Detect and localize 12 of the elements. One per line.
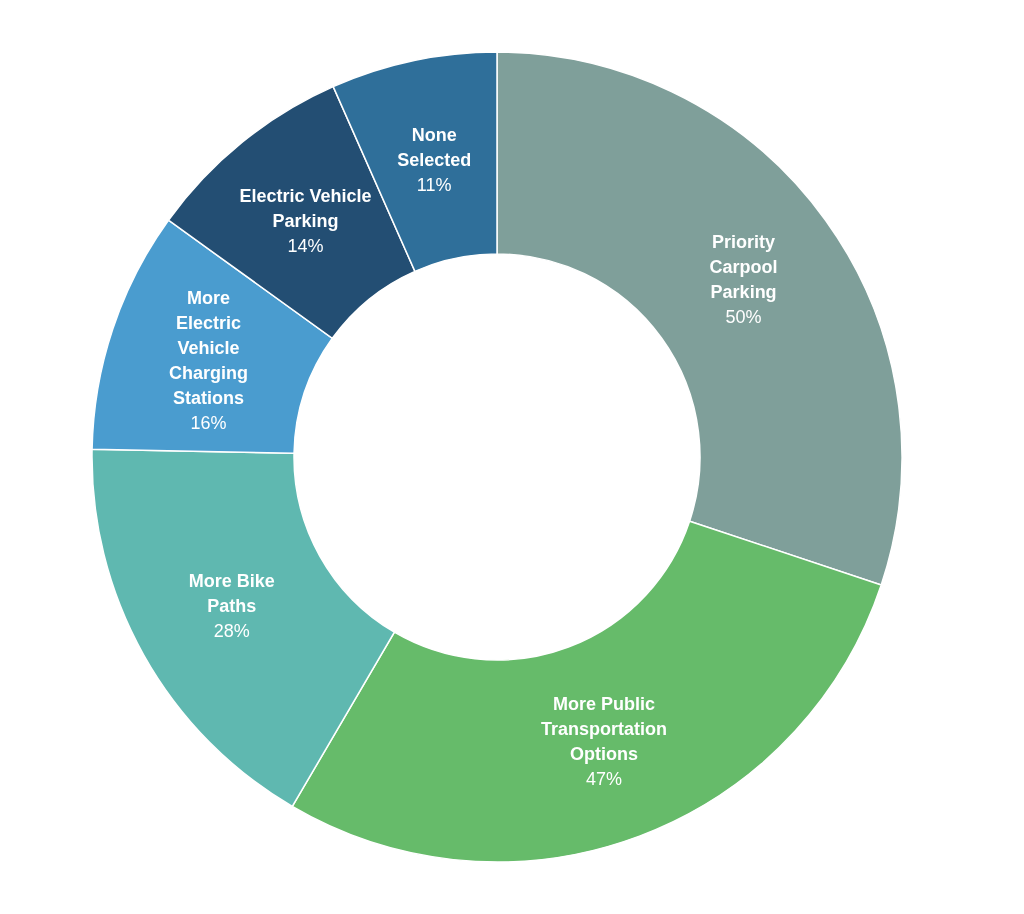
data-label: 14% — [287, 235, 324, 256]
slice-label: Electric Vehicle Parking — [239, 185, 372, 231]
slice-label: None Selected — [397, 124, 472, 170]
data-label: 11% — [416, 174, 452, 195]
slice-label: More Public Transportation Options — [540, 694, 667, 765]
slice-label: Priority Carpool Parking — [709, 231, 778, 302]
data-label: 28% — [213, 620, 250, 641]
slice-label: More Bike Paths — [188, 570, 275, 616]
data-label: 16% — [190, 413, 227, 434]
data-label: 50% — [725, 306, 762, 327]
data-label: 47% — [585, 769, 622, 790]
slice-label: More Electric Vehicle Charging Stations — [169, 288, 249, 409]
